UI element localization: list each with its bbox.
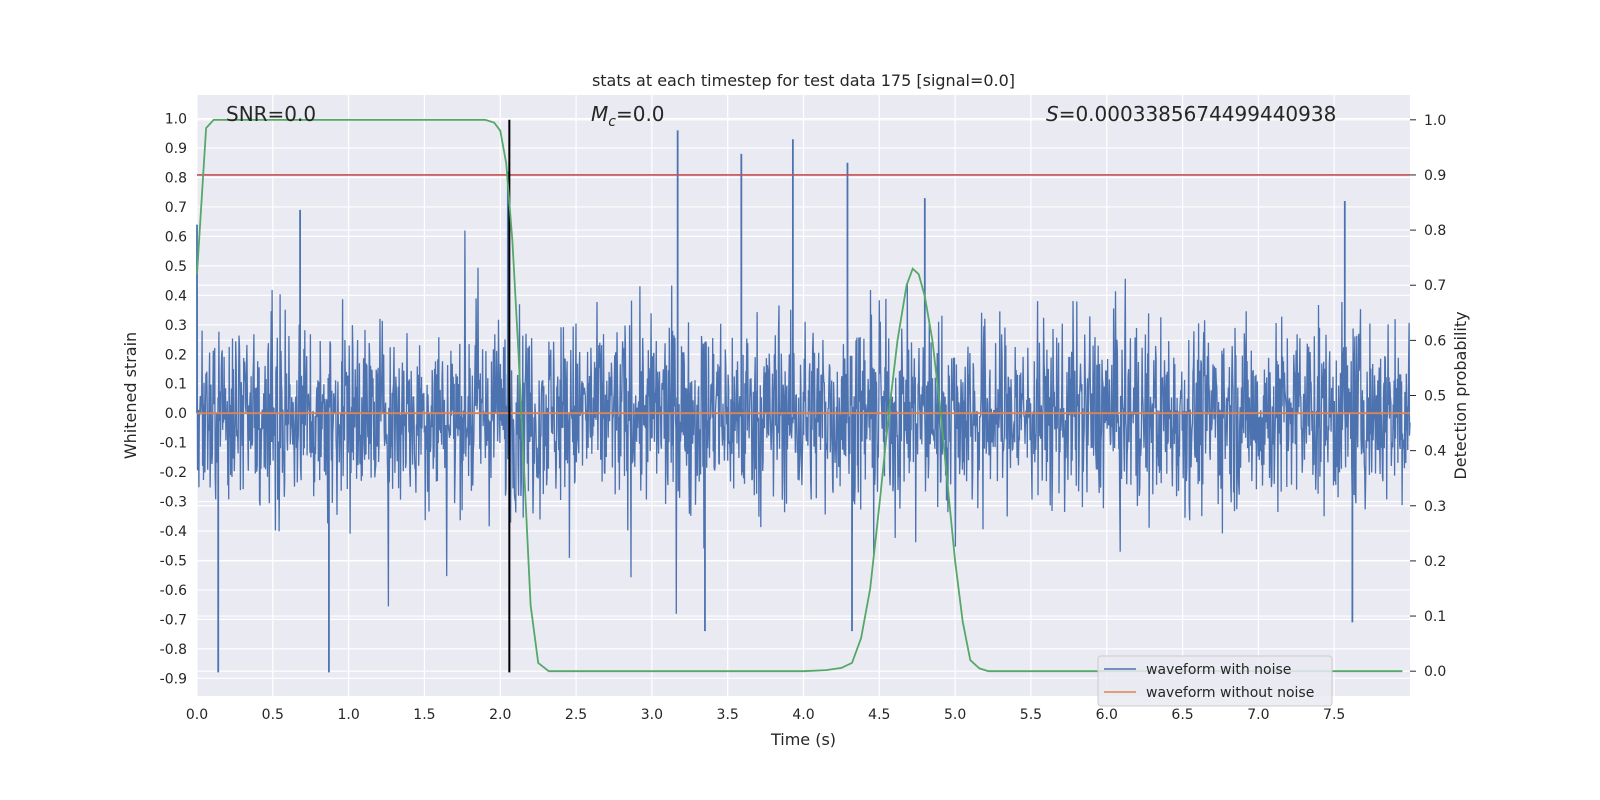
annotation-mc-symbol: M <box>591 102 608 126</box>
y-tick-label: 0.7 <box>165 200 187 216</box>
annotation-snr: SNR=0.0 <box>226 102 316 126</box>
x-tick-label: 5.5 <box>1020 707 1042 723</box>
y-tick-label: 0.6 <box>165 229 187 245</box>
legend-label-waveform-without-noise: waveform without noise <box>1146 685 1314 701</box>
y-right-tick-label: 0.5 <box>1424 389 1446 405</box>
chart-title: stats at each timestep for test data 175… <box>592 71 1015 90</box>
y-right-tick-label: 0.2 <box>1424 554 1446 570</box>
y-right-tick-label: 1.0 <box>1424 113 1446 129</box>
x-tick-label: 1.0 <box>337 707 359 723</box>
y-tick-label: -0.5 <box>160 553 187 569</box>
series-lines <box>196 118 1410 673</box>
x-tick-label: 4.5 <box>868 707 890 723</box>
y-right-tick-label: 0.7 <box>1424 278 1446 294</box>
y-tick-label: -0.9 <box>160 671 187 687</box>
y-tick-label: 0.1 <box>165 377 187 393</box>
y-axis-right-label: Detection probability <box>1451 311 1470 479</box>
y-tick-label: -0.2 <box>160 465 187 481</box>
x-tick-label: 6.5 <box>1171 707 1193 723</box>
x-tick-label: 5.0 <box>944 707 966 723</box>
legend-label-waveform-with-noise: waveform with noise <box>1146 662 1291 678</box>
y-tick-label: -0.6 <box>160 583 187 599</box>
y-right-tick-label: 0.1 <box>1424 609 1446 625</box>
x-axis-label: Time (s) <box>770 730 836 749</box>
y-tick-label: 0.0 <box>165 406 187 422</box>
x-tick-label: 2.0 <box>489 707 511 723</box>
x-tick-label: 6.0 <box>1096 707 1118 723</box>
y-right-tick-label: 0.9 <box>1424 168 1446 184</box>
annotation-chirp-mass: Mc=0.0 <box>591 102 665 130</box>
x-tick-label: 3.5 <box>717 707 739 723</box>
y-right-tick-label: 0.0 <box>1424 664 1446 680</box>
y-tick-label: 0.5 <box>165 259 187 275</box>
x-tick-label: 2.5 <box>565 707 587 723</box>
x-tick-label: 0.5 <box>262 707 284 723</box>
y-right-tick-label: 0.3 <box>1424 499 1446 515</box>
y-tick-label: -0.4 <box>160 524 187 540</box>
y-tick-label: 0.4 <box>165 288 187 304</box>
legend-box <box>1097 655 1333 707</box>
y-tick-label: 0.8 <box>165 170 187 186</box>
annotation-mc-subscript: c <box>608 114 616 130</box>
y-tick-label: -0.7 <box>160 612 187 628</box>
y-tick-label: 0.3 <box>165 318 187 334</box>
annotation-s-value: =0.0003385674499440938 <box>1059 102 1337 126</box>
detection-probability-line <box>196 118 1403 673</box>
y-right-tick-label: 0.8 <box>1424 223 1446 239</box>
x-tick-label: 4.0 <box>792 707 814 723</box>
annotation-s-symbol: S <box>1046 102 1059 126</box>
y-tick-label: 0.2 <box>165 347 187 363</box>
y-axis-label: Whitened strain <box>121 332 140 459</box>
y-tick-label: -0.1 <box>160 436 187 452</box>
x-tick-label: 3.0 <box>641 707 663 723</box>
annotation-s: S=0.0003385674499440938 <box>1046 102 1336 126</box>
x-tick-label: 7.5 <box>1323 707 1345 723</box>
x-tick-label: 1.5 <box>413 707 435 723</box>
tick-labels: 0.0 0.5 1.0 1.5 2.0 2.5 3.0 3.5 4.0 4.5 5.0 5.5 6.0 6… <box>160 112 1447 723</box>
x-tick-label: 0.0 <box>186 707 208 723</box>
x-tick-label: 7.0 <box>1247 707 1269 723</box>
y-tick-label: -0.8 <box>160 642 187 658</box>
y-tick-label: -0.3 <box>160 495 187 511</box>
y-right-tick-label: 0.6 <box>1424 333 1446 349</box>
y-tick-label: 0.9 <box>165 141 187 157</box>
y-tick-label: 1.0 <box>165 112 187 128</box>
legend: waveform with noise waveform without noi… <box>1097 655 1333 707</box>
annotation-mc-value: =0.0 <box>616 102 665 126</box>
y-right-tick-label: 0.4 <box>1424 444 1446 460</box>
